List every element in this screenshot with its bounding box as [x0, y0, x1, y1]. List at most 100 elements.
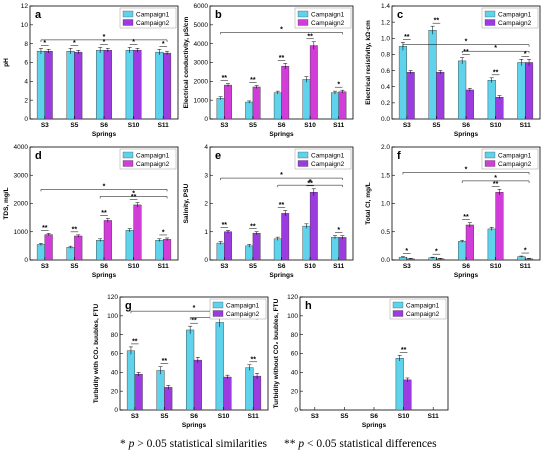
comparison-bracket	[277, 184, 343, 188]
legend-swatch	[122, 10, 134, 18]
legend-label: Campaign2	[136, 20, 170, 27]
bar-campaign2-s3	[224, 231, 232, 261]
y-tick-label: 0.2	[381, 100, 390, 107]
y-tick-label: 4	[204, 144, 208, 151]
y-tick-label: 20	[111, 388, 119, 395]
x-tick-label: S11	[520, 122, 532, 129]
legend-swatch	[122, 160, 134, 167]
bar-campaign1-s6	[186, 329, 195, 411]
footnote-similarities: * p > 0.05 statistical similarities	[120, 438, 268, 450]
legend-swatch	[297, 151, 309, 159]
bar-campaign2-s3	[134, 374, 143, 411]
pair-significance-mark: **	[493, 69, 499, 76]
y-tick-label: 4000	[14, 144, 29, 151]
legend-swatch	[212, 301, 224, 309]
legend-label: Campaign2	[498, 20, 532, 27]
bar-campaign2-s6	[465, 224, 474, 261]
legend-swatch	[484, 19, 496, 26]
x-tick-label: S11	[428, 413, 440, 420]
y-tick-label: 6000	[194, 3, 209, 10]
comparison-bracket	[99, 196, 168, 199]
x-tick-label: S5	[432, 263, 440, 270]
y-tick-label: 80	[111, 332, 119, 339]
y-tick-label: 1	[204, 229, 208, 236]
bar-campaign2-s3	[224, 84, 232, 120]
x-tick-label: S6	[370, 413, 378, 420]
legend-box	[119, 148, 177, 170]
x-tick-label: S6	[462, 122, 470, 129]
y-tick-label: 3	[204, 172, 208, 179]
bar-campaign2-s3	[406, 71, 415, 120]
x-axis-label: Springs	[269, 272, 294, 279]
y-tick-label: 1.2	[381, 19, 390, 26]
x-tick-label: S10	[218, 413, 230, 420]
pair-significance-mark: *	[405, 248, 408, 255]
y-tick-label: 8	[24, 41, 28, 48]
x-tick-label: S11	[248, 413, 260, 420]
y-axis-label: Turbidity without CO₂ buubles, FTU	[273, 298, 280, 408]
legend-label: Campaign2	[498, 161, 532, 168]
legend-swatch	[122, 19, 134, 26]
bar-campaign1-s10	[215, 322, 224, 411]
x-axis-label: Springs	[92, 131, 117, 138]
y-tick-label: 60	[291, 351, 299, 358]
y-tick-label: 0	[24, 257, 28, 264]
x-tick-label: S3	[403, 122, 411, 129]
bar-campaign1-s5	[66, 51, 75, 120]
bar-campaign1-s5	[156, 370, 165, 411]
bar-campaign1-s5	[428, 30, 437, 120]
legend-swatch	[392, 301, 404, 309]
bar-campaign2-s6	[193, 359, 202, 411]
pair-significance-mark: **	[279, 202, 285, 209]
legend-box	[481, 7, 539, 29]
x-axis-label: Springs	[269, 131, 294, 138]
x-tick-label: S5	[249, 263, 257, 270]
bar-campaign2-s6	[465, 89, 474, 120]
x-tick-label: S6	[100, 263, 108, 270]
bar-campaign1-s5	[245, 101, 254, 120]
bar-campaign2-s11	[525, 62, 534, 120]
y-tick-label: 5000	[194, 22, 209, 29]
panel-g: 0 20 40 60 80 100 120 Turbidity with CO₂ buuble…	[93, 294, 269, 429]
y-axis-label: Total Cl, mg/L	[365, 182, 372, 225]
x-tick-label: S10	[398, 413, 410, 420]
x-tick-label: S3	[131, 413, 139, 420]
pair-significance-mark: *	[337, 82, 340, 89]
bar-campaign2-s10	[133, 204, 142, 261]
y-tick-label: 0	[204, 116, 208, 123]
panel-letter: d	[35, 150, 42, 162]
pair-significance-mark: **	[222, 75, 228, 82]
bar-campaign2-s6	[281, 66, 290, 120]
pair-significance-mark: **	[463, 214, 469, 221]
legend-box	[119, 7, 177, 29]
legend-label: Campaign2	[311, 161, 345, 168]
panel-h: 0 20 40 60 80 100 120 Turbidity without CO₂ buu…	[273, 294, 449, 429]
x-tick-label: S3	[41, 263, 49, 270]
y-tick-label: 2	[204, 201, 208, 208]
y-tick-label: 2000	[14, 201, 29, 208]
y-tick-label: 0	[24, 116, 28, 123]
bar-campaign1-s11	[517, 62, 526, 120]
pair-significance-mark: **	[42, 225, 48, 232]
y-axis-label: TDS, mg/L	[3, 187, 10, 219]
y-tick-label: 1.5	[381, 172, 390, 179]
x-tick-label: S5	[249, 122, 257, 129]
panel-letter: b	[215, 9, 222, 21]
panel-c: 0.0 0.2 0.4 0.6 0.8 1.0 1.2 1.4 Electrical resis…	[365, 3, 541, 138]
bar-campaign1-s6	[273, 238, 282, 261]
panel-letter: e	[215, 150, 221, 162]
legend-box	[294, 7, 352, 29]
pair-significance-mark: **	[434, 18, 440, 25]
legend-label: Campaign1	[498, 11, 532, 18]
x-tick-label: S3	[220, 122, 228, 129]
pair-significance-mark: *	[132, 39, 135, 46]
y-tick-label: 10	[21, 22, 29, 29]
legend-label: Campaign1	[406, 302, 440, 309]
legend-swatch	[212, 310, 224, 317]
y-tick-label: 1.0	[381, 201, 390, 208]
y-tick-label: 0.6	[381, 68, 390, 75]
y-tick-label: 4000	[194, 41, 209, 48]
